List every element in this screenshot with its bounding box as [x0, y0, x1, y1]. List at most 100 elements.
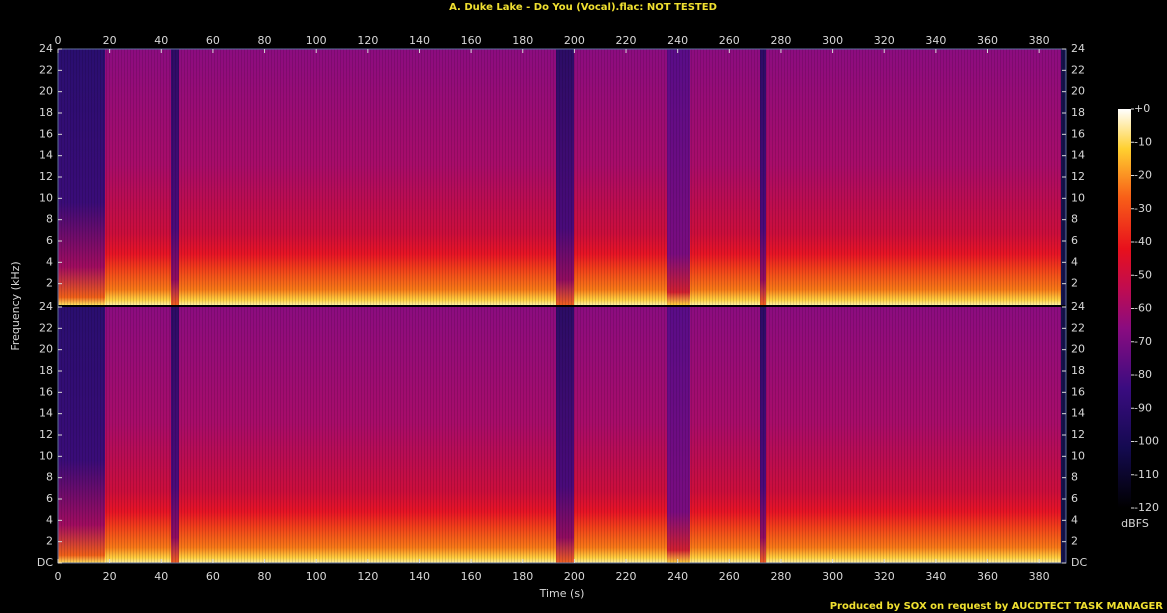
y-tick-label-right: 20	[1071, 85, 1085, 98]
x-tick-label-top: 320	[874, 34, 895, 47]
y-tick-label-right: 2	[1071, 277, 1078, 290]
y-tick-label: 18	[39, 106, 53, 119]
y-tick-label-right: 4	[1071, 513, 1078, 526]
x-tick-label: 380	[1029, 570, 1050, 583]
x-tick-label: 0	[55, 570, 62, 583]
y-tick-label: 18	[39, 364, 53, 377]
x-tick-label: 180	[512, 570, 533, 583]
x-tick-label: 60	[206, 570, 220, 583]
colorbar-tick-label: -30	[1134, 202, 1152, 215]
y-tick-label-right: 22	[1071, 63, 1085, 76]
x-tick-label-top: 120	[357, 34, 378, 47]
colorbar-tick-label: -110	[1134, 468, 1159, 481]
x-tick-label: 260	[719, 570, 740, 583]
colorbar-tick-label: -120	[1134, 501, 1159, 514]
colorbar-tick-label: +0	[1134, 102, 1150, 115]
colorbar-tick-label: -90	[1134, 401, 1152, 414]
y-tick-label: 6	[46, 234, 53, 247]
y-tick-label: 6	[46, 492, 53, 505]
y-tick-label-right: 10	[1071, 449, 1085, 462]
y-tick-label-right: 16	[1071, 385, 1085, 398]
y-tick-label-right: 10	[1071, 191, 1085, 204]
colorbar-tick-label: -10	[1134, 135, 1152, 148]
x-tick-label: 100	[306, 570, 327, 583]
y-tick-label: 12	[39, 170, 53, 183]
x-tick-label: 160	[461, 570, 482, 583]
y-tick-label: 10	[39, 449, 53, 462]
y-tick-label: 24	[39, 300, 53, 313]
colorbar-tick-label: -60	[1134, 302, 1152, 315]
y-tick-label-right: 22	[1071, 321, 1085, 334]
x-axis-label: Time (s)	[539, 587, 585, 600]
y-tick-label: 16	[39, 127, 53, 140]
x-tick-label: 340	[925, 570, 946, 583]
y-tick-label-right: 24	[1071, 42, 1085, 55]
y-tick-label-right: 16	[1071, 127, 1085, 140]
x-tick-label: 200	[564, 570, 585, 583]
y-tick-label-right: 14	[1071, 407, 1085, 420]
y-tick-label-right: 24	[1071, 300, 1085, 313]
y-tick-label-right: 8	[1071, 213, 1078, 226]
y-tick-label-right: 20	[1071, 343, 1085, 356]
x-tick-label-top: 100	[306, 34, 327, 47]
x-tick-label: 220	[616, 570, 637, 583]
y-tick-label: 2	[46, 535, 53, 548]
y-tick-label-right: 6	[1071, 234, 1078, 247]
colorbar	[1118, 109, 1131, 508]
colorbar-label: dBFS	[1121, 517, 1149, 530]
y-tick-label: 12	[39, 428, 53, 441]
y-tick-label: 20	[39, 343, 53, 356]
x-tick-label-top: 280	[770, 34, 791, 47]
y-tick-label: 22	[39, 321, 53, 334]
x-tick-label: 20	[103, 570, 117, 583]
x-tick-label-top: 40	[154, 34, 168, 47]
y-tick-label-right: 18	[1071, 364, 1085, 377]
x-tick-label: 40	[154, 570, 168, 583]
x-tick-label-top: 160	[461, 34, 482, 47]
y-tick-label: DC	[37, 556, 53, 569]
y-tick-label-right: DC	[1071, 556, 1087, 569]
x-tick-label-top: 140	[409, 34, 430, 47]
colorbar-tick-label: -70	[1134, 335, 1152, 348]
x-tick-label-top: 360	[977, 34, 998, 47]
colorbar-tick-label: -20	[1134, 169, 1152, 182]
y-tick-label: 8	[46, 213, 53, 226]
y-tick-label: 2	[46, 277, 53, 290]
y-tick-label-right: 18	[1071, 106, 1085, 119]
x-tick-label: 80	[258, 570, 272, 583]
x-tick-label-top: 180	[512, 34, 533, 47]
x-tick-label: 280	[770, 570, 791, 583]
y-tick-label-right: 12	[1071, 428, 1085, 441]
x-tick-label: 300	[822, 570, 843, 583]
y-tick-label: 20	[39, 85, 53, 98]
x-tick-label: 140	[409, 570, 430, 583]
x-tick-label-top: 60	[206, 34, 220, 47]
colorbar-tick-label: -80	[1134, 368, 1152, 381]
y-tick-label-right: 4	[1071, 255, 1078, 268]
colorbar-tick-label: -100	[1134, 435, 1159, 448]
x-tick-label-top: 20	[103, 34, 117, 47]
x-tick-label-top: 80	[258, 34, 272, 47]
y-tick-label: 4	[46, 513, 53, 526]
x-tick-label: 320	[874, 570, 895, 583]
x-tick-label-top: 200	[564, 34, 585, 47]
y-tick-label: 10	[39, 191, 53, 204]
y-tick-label-right: 14	[1071, 149, 1085, 162]
y-tick-label-right: 12	[1071, 170, 1085, 183]
y-tick-label: 16	[39, 385, 53, 398]
x-tick-label-top: 300	[822, 34, 843, 47]
x-tick-label-top: 0	[55, 34, 62, 47]
x-tick-label-top: 240	[667, 34, 688, 47]
y-tick-label-right: 6	[1071, 492, 1078, 505]
y-axis-label: Frequency (kHz)	[9, 261, 22, 350]
y-tick-label: 8	[46, 471, 53, 484]
y-tick-label: 4	[46, 255, 53, 268]
y-tick-label-right: 2	[1071, 535, 1078, 548]
y-tick-label: 14	[39, 407, 53, 420]
y-tick-label-right: 8	[1071, 471, 1078, 484]
x-tick-label-top: 260	[719, 34, 740, 47]
x-tick-label-top: 220	[616, 34, 637, 47]
spectrogram-top	[58, 49, 1066, 305]
